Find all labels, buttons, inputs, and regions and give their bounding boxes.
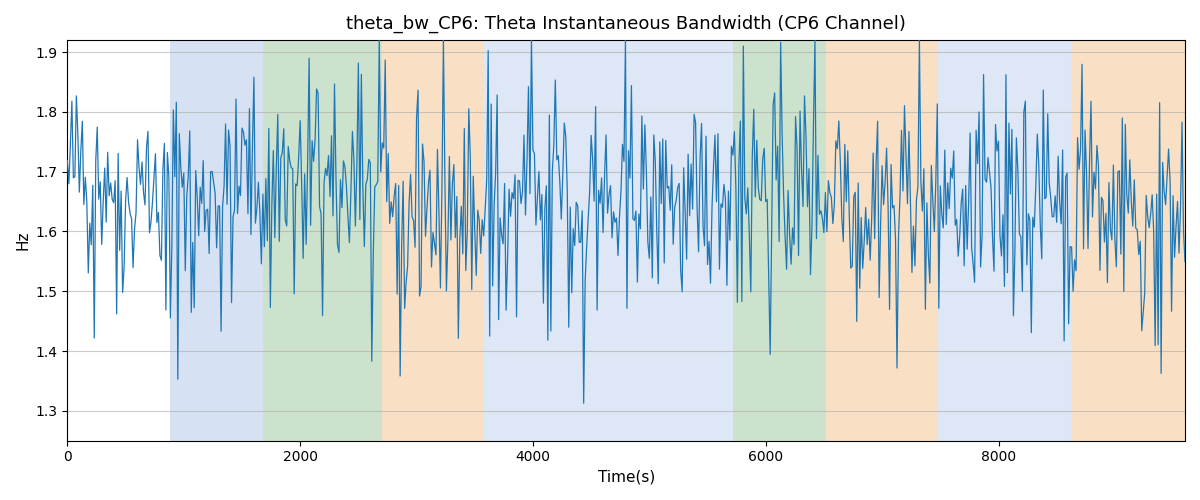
X-axis label: Time(s): Time(s) <box>598 470 655 485</box>
Bar <box>263 40 382 440</box>
Bar <box>938 40 1070 440</box>
Bar <box>484 40 712 440</box>
Bar <box>733 40 827 440</box>
Bar <box>170 40 263 440</box>
Y-axis label: Hz: Hz <box>16 230 30 250</box>
Bar <box>827 40 938 440</box>
Title: theta_bw_CP6: Theta Instantaneous Bandwidth (CP6 Channel): theta_bw_CP6: Theta Instantaneous Bandwi… <box>347 15 906 34</box>
Bar <box>1070 40 1186 440</box>
Bar <box>712 40 733 440</box>
Bar <box>382 40 484 440</box>
